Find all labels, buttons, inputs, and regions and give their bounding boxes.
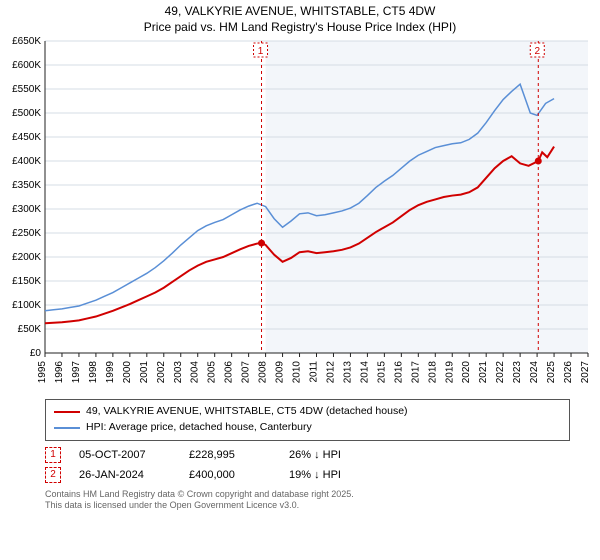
svg-text:£350K: £350K [12, 180, 41, 191]
svg-text:1996: 1996 [54, 361, 65, 384]
legend-label: 49, VALKYRIE AVENUE, WHITSTABLE, CT5 4DW… [86, 404, 408, 420]
svg-text:£100K: £100K [12, 300, 41, 311]
svg-text:2019: 2019 [444, 361, 455, 384]
price-chart: £0 £50K £100K £150K £200K £250K £300K £350K £400… [0, 35, 600, 395]
svg-text:2016: 2016 [393, 361, 404, 384]
svg-text:1999: 1999 [105, 361, 116, 384]
marker-table: 1 05-OCT-2007£228,99526% ↓ HPI 2 26-JAN-202… [45, 447, 570, 483]
svg-text:£200K: £200K [12, 252, 41, 263]
svg-text:2023: 2023 [512, 361, 523, 384]
marker-price: £400,000 [189, 469, 289, 481]
svg-text:2021: 2021 [478, 361, 489, 384]
footer-line1: Contains HM Land Registry data © Crown c… [45, 489, 570, 501]
svg-text:2003: 2003 [173, 361, 184, 384]
svg-text:2024: 2024 [529, 361, 540, 384]
svg-text:£250K: £250K [12, 228, 41, 239]
svg-text:2011: 2011 [309, 361, 320, 383]
chart-container: 49, VALKYRIE AVENUE, WHITSTABLE, CT5 4DW… [0, 0, 600, 560]
legend-row: 49, VALKYRIE AVENUE, WHITSTABLE, CT5 4DW… [54, 404, 561, 420]
svg-text:2027: 2027 [580, 361, 591, 384]
marker-diff: 26% ↓ HPI [289, 449, 341, 461]
marker-date: 26-JAN-2024 [79, 469, 189, 481]
svg-text:£50K: £50K [18, 324, 42, 335]
svg-text:1998: 1998 [88, 361, 99, 384]
svg-text:2: 2 [535, 46, 541, 57]
marker-price: £228,995 [189, 449, 289, 461]
title-block: 49, VALKYRIE AVENUE, WHITSTABLE, CT5 4DW… [0, 0, 600, 35]
svg-text:2017: 2017 [410, 361, 421, 384]
marker-number-box: 2 [45, 467, 61, 483]
svg-text:£650K: £650K [12, 36, 41, 47]
svg-text:2015: 2015 [376, 361, 387, 384]
svg-text:2010: 2010 [292, 361, 303, 384]
legend-row: HPI: Average price, detached house, Cant… [54, 420, 561, 436]
legend-label: HPI: Average price, detached house, Cant… [86, 420, 312, 436]
svg-text:2020: 2020 [461, 361, 472, 384]
svg-text:2012: 2012 [325, 361, 336, 384]
title-line2: Price paid vs. HM Land Registry's House … [0, 20, 600, 36]
legend-swatch [54, 411, 80, 413]
svg-text:£0: £0 [30, 348, 42, 359]
svg-text:1: 1 [258, 46, 264, 57]
svg-text:2022: 2022 [495, 361, 506, 384]
svg-text:2002: 2002 [156, 361, 167, 384]
svg-text:2026: 2026 [563, 361, 574, 384]
svg-text:£150K: £150K [12, 276, 41, 287]
marker-row: 1 05-OCT-2007£228,99526% ↓ HPI [45, 447, 570, 463]
svg-text:2018: 2018 [427, 361, 438, 384]
marker-row: 2 26-JAN-2024£400,00019% ↓ HPI [45, 467, 570, 483]
svg-text:2000: 2000 [122, 361, 133, 384]
footer: Contains HM Land Registry data © Crown c… [45, 489, 570, 512]
svg-text:2005: 2005 [207, 361, 218, 384]
svg-text:2014: 2014 [359, 361, 370, 384]
svg-text:£600K: £600K [12, 60, 41, 71]
title-line1: 49, VALKYRIE AVENUE, WHITSTABLE, CT5 4DW [0, 4, 600, 20]
marker-date: 05-OCT-2007 [79, 449, 189, 461]
svg-text:1995: 1995 [37, 361, 48, 384]
svg-text:1997: 1997 [71, 361, 82, 384]
svg-text:£400K: £400K [12, 156, 41, 167]
svg-text:£450K: £450K [12, 132, 41, 143]
marker-diff: 19% ↓ HPI [289, 469, 341, 481]
svg-text:£300K: £300K [12, 204, 41, 215]
svg-text:2009: 2009 [275, 361, 286, 384]
svg-text:2004: 2004 [190, 361, 201, 384]
marker-number-box: 1 [45, 447, 61, 463]
svg-text:2025: 2025 [546, 361, 557, 384]
svg-text:2001: 2001 [139, 361, 150, 384]
svg-text:£500K: £500K [12, 108, 41, 119]
svg-text:£550K: £550K [12, 84, 41, 95]
svg-text:2013: 2013 [342, 361, 353, 384]
svg-text:2007: 2007 [241, 361, 252, 384]
svg-text:2006: 2006 [224, 361, 235, 384]
svg-text:2008: 2008 [258, 361, 269, 384]
legend-swatch [54, 427, 80, 429]
footer-line2: This data is licensed under the Open Gov… [45, 500, 570, 512]
legend: 49, VALKYRIE AVENUE, WHITSTABLE, CT5 4DW… [45, 399, 570, 441]
